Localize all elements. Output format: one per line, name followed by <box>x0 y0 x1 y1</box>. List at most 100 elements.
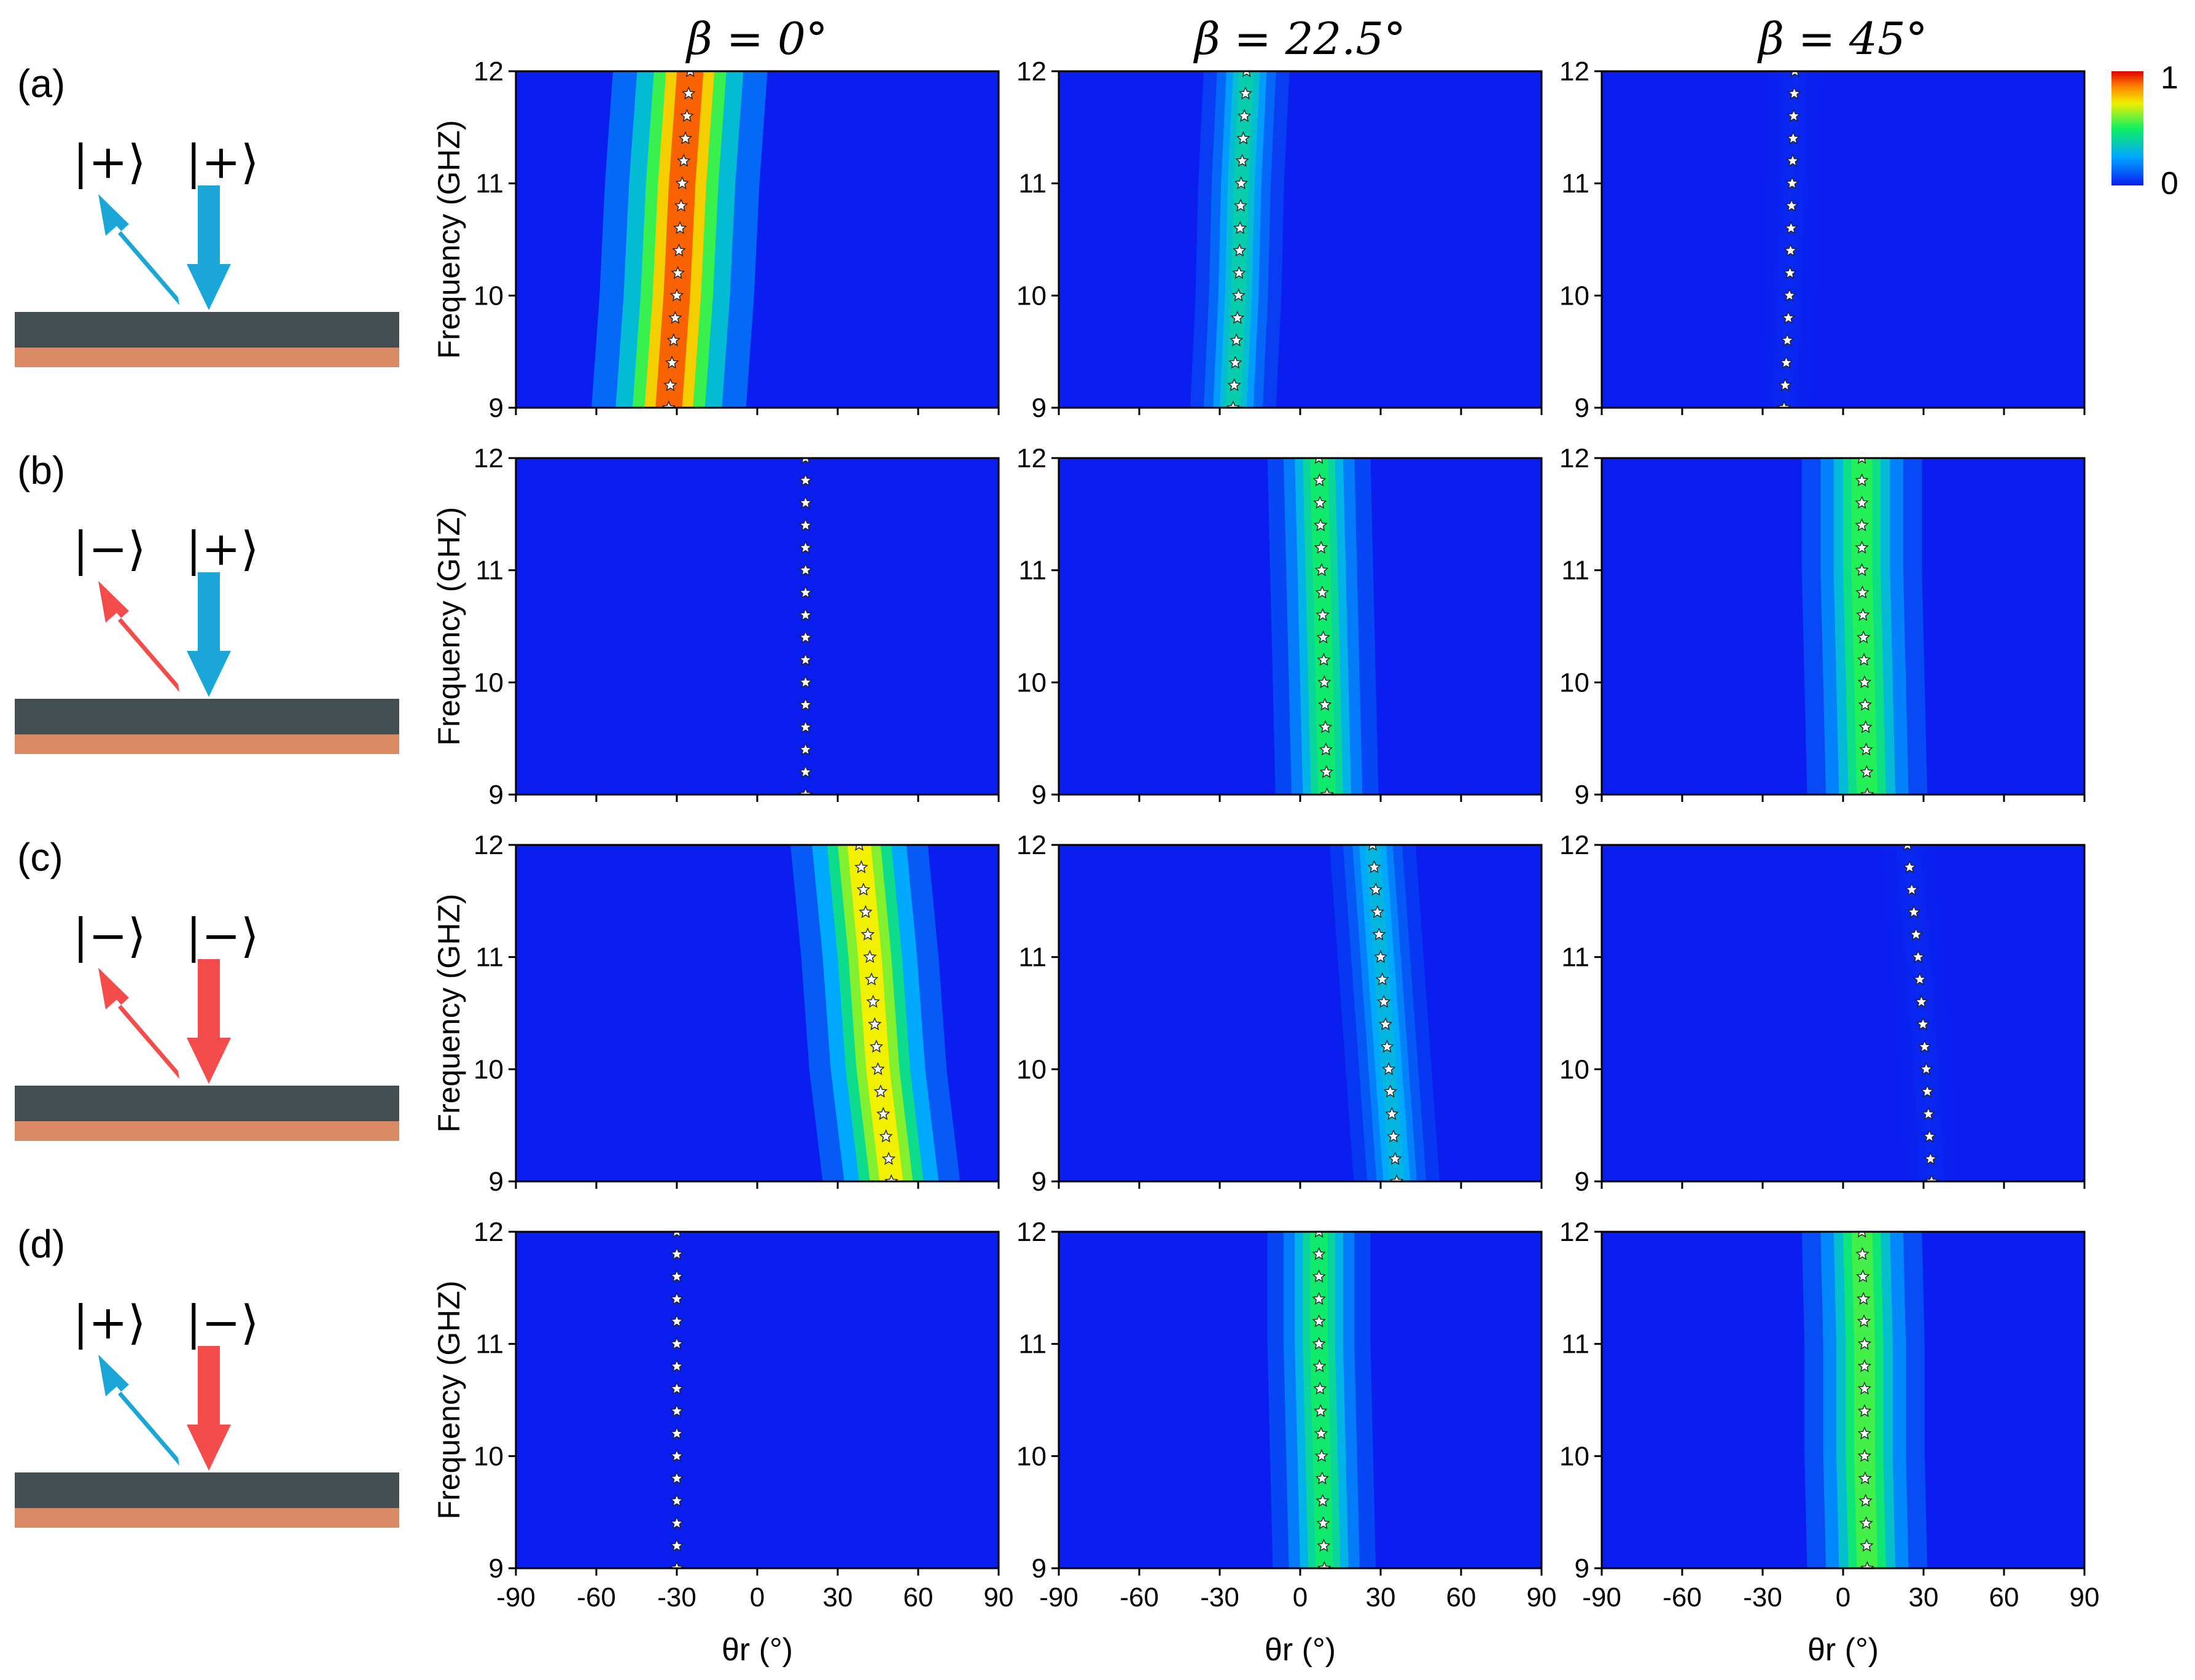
y-tick-label: 9 <box>1575 1167 1589 1197</box>
ridge-marker <box>1314 1232 1324 1238</box>
x-tick-label: 30 <box>1909 1582 1939 1612</box>
y-tick-label: 11 <box>1018 169 1047 199</box>
schematic-row-b: (b) |−⟩ |+⟩ <box>15 448 399 754</box>
ridge-marker <box>1312 1314 1326 1328</box>
heatmap-background <box>1602 71 2084 408</box>
ridge-marker <box>1383 1084 1397 1098</box>
column-header: β = 22.5° <box>1193 13 1406 64</box>
ridge-marker <box>669 1291 684 1305</box>
incident-state-label: |−⟩ <box>186 1295 259 1350</box>
ridge-marker <box>798 787 813 795</box>
ridge-marker <box>1312 1336 1326 1350</box>
x-axis-label: θr (°) <box>722 1632 793 1668</box>
x-tick-label: -60 <box>577 1582 616 1612</box>
ridge-marker <box>661 400 676 408</box>
ridge-marker <box>1857 652 1871 666</box>
y-tick-label: 9 <box>1575 780 1589 810</box>
ridge-marker <box>1786 131 1801 145</box>
ridge-marker <box>1228 356 1242 369</box>
ridge-marker <box>1314 1426 1328 1440</box>
ridge-marker <box>1226 400 1241 408</box>
y-axis-label: Frequency (GHZ) <box>432 120 466 359</box>
ridge-marker <box>866 994 880 1008</box>
incident-arrow <box>187 959 231 1084</box>
ridge-marker <box>1859 1516 1873 1530</box>
ridge-marker <box>879 1129 893 1143</box>
ridge-marker <box>1373 949 1388 963</box>
heatmap-background <box>516 458 999 795</box>
y-tick-label: 12 <box>1016 443 1047 473</box>
ridge-marker <box>801 458 810 464</box>
row-label: (b) <box>17 448 65 492</box>
reflected-arrow <box>98 1355 179 1466</box>
ridge-marker <box>669 1314 684 1328</box>
y-tick-label: 12 <box>1016 830 1047 860</box>
ridge-marker <box>1784 220 1798 235</box>
ridge-marker <box>1238 86 1253 100</box>
ridge-marker <box>1368 845 1377 851</box>
ridge-marker <box>669 1359 684 1372</box>
ridge-marker <box>1236 131 1250 145</box>
ridge-marker <box>1911 949 1925 963</box>
ridge-marker <box>669 288 684 301</box>
ridge-marker <box>1855 496 1869 509</box>
y-tick-label: 11 <box>1561 556 1589 586</box>
heatmap-panel <box>1602 1232 2084 1568</box>
ridge-marker <box>869 1039 884 1053</box>
ridge-marker <box>1242 71 1251 77</box>
ridge-marker <box>1856 630 1871 644</box>
x-tick-label: -60 <box>1120 1582 1159 1612</box>
ridge-marker <box>798 473 813 487</box>
row-label: (a) <box>17 61 65 106</box>
ridge-marker <box>1785 176 1799 190</box>
y-tick-label: 12 <box>1016 1217 1047 1247</box>
ridge-marker <box>1318 720 1333 733</box>
y-tick-label: 9 <box>1032 1554 1047 1584</box>
ridge-marker <box>1313 496 1327 509</box>
colorbar-gradient <box>2111 71 2143 185</box>
ridge-marker <box>1787 86 1801 100</box>
ridge-marker <box>1860 764 1874 779</box>
heatmap-panel <box>1059 458 1542 795</box>
ridge-marker <box>1316 607 1330 621</box>
ridge-marker <box>798 585 813 599</box>
ridge-marker <box>876 1106 891 1120</box>
ridge-marker <box>1313 1404 1328 1417</box>
ridge-marker <box>1386 1129 1401 1143</box>
intensity-band <box>1310 1232 1333 1568</box>
y-tick-label: 10 <box>474 281 504 311</box>
ridge-marker <box>663 378 677 392</box>
ridge-marker <box>1857 675 1872 688</box>
colorbar-min-label: 0 <box>2161 166 2178 201</box>
ridge-marker <box>1367 860 1381 874</box>
y-tick-label: 10 <box>1016 1441 1047 1471</box>
schematic-row-d: (d) |+⟩ |−⟩ <box>15 1222 399 1528</box>
ridge-marker <box>1855 473 1869 487</box>
ridge-marker <box>798 764 813 779</box>
ridge-marker <box>1378 1017 1393 1030</box>
intensity-band <box>1851 1232 1878 1568</box>
y-tick-label: 9 <box>489 393 504 423</box>
y-tick-label: 11 <box>1561 943 1589 973</box>
x-tick-label: 0 <box>1293 1582 1308 1612</box>
ridge-marker <box>1779 356 1793 369</box>
ridge-marker <box>1855 562 1869 577</box>
y-tick-label: 9 <box>1032 780 1047 810</box>
ridge-marker <box>854 845 864 851</box>
y-tick-label: 12 <box>1559 443 1589 473</box>
y-tick-label: 11 <box>475 943 504 973</box>
heatmap-background <box>1059 845 1542 1181</box>
intensity-band <box>1903 845 1936 1181</box>
ridge-marker <box>1857 1404 1872 1417</box>
ridge-marker <box>798 518 813 532</box>
ridge-marker <box>1233 220 1247 235</box>
ridge-marker <box>1909 927 1924 941</box>
x-tick-label: 0 <box>1836 1582 1850 1612</box>
x-tick-label: -90 <box>1039 1582 1078 1612</box>
ridge-marker <box>1857 458 1866 464</box>
ridge-marker <box>1233 243 1247 257</box>
ridge-marker <box>1914 994 1928 1008</box>
ridge-marker <box>1857 1381 1872 1395</box>
heatmap-background <box>516 1232 999 1568</box>
x-tick-label: -90 <box>496 1582 536 1612</box>
